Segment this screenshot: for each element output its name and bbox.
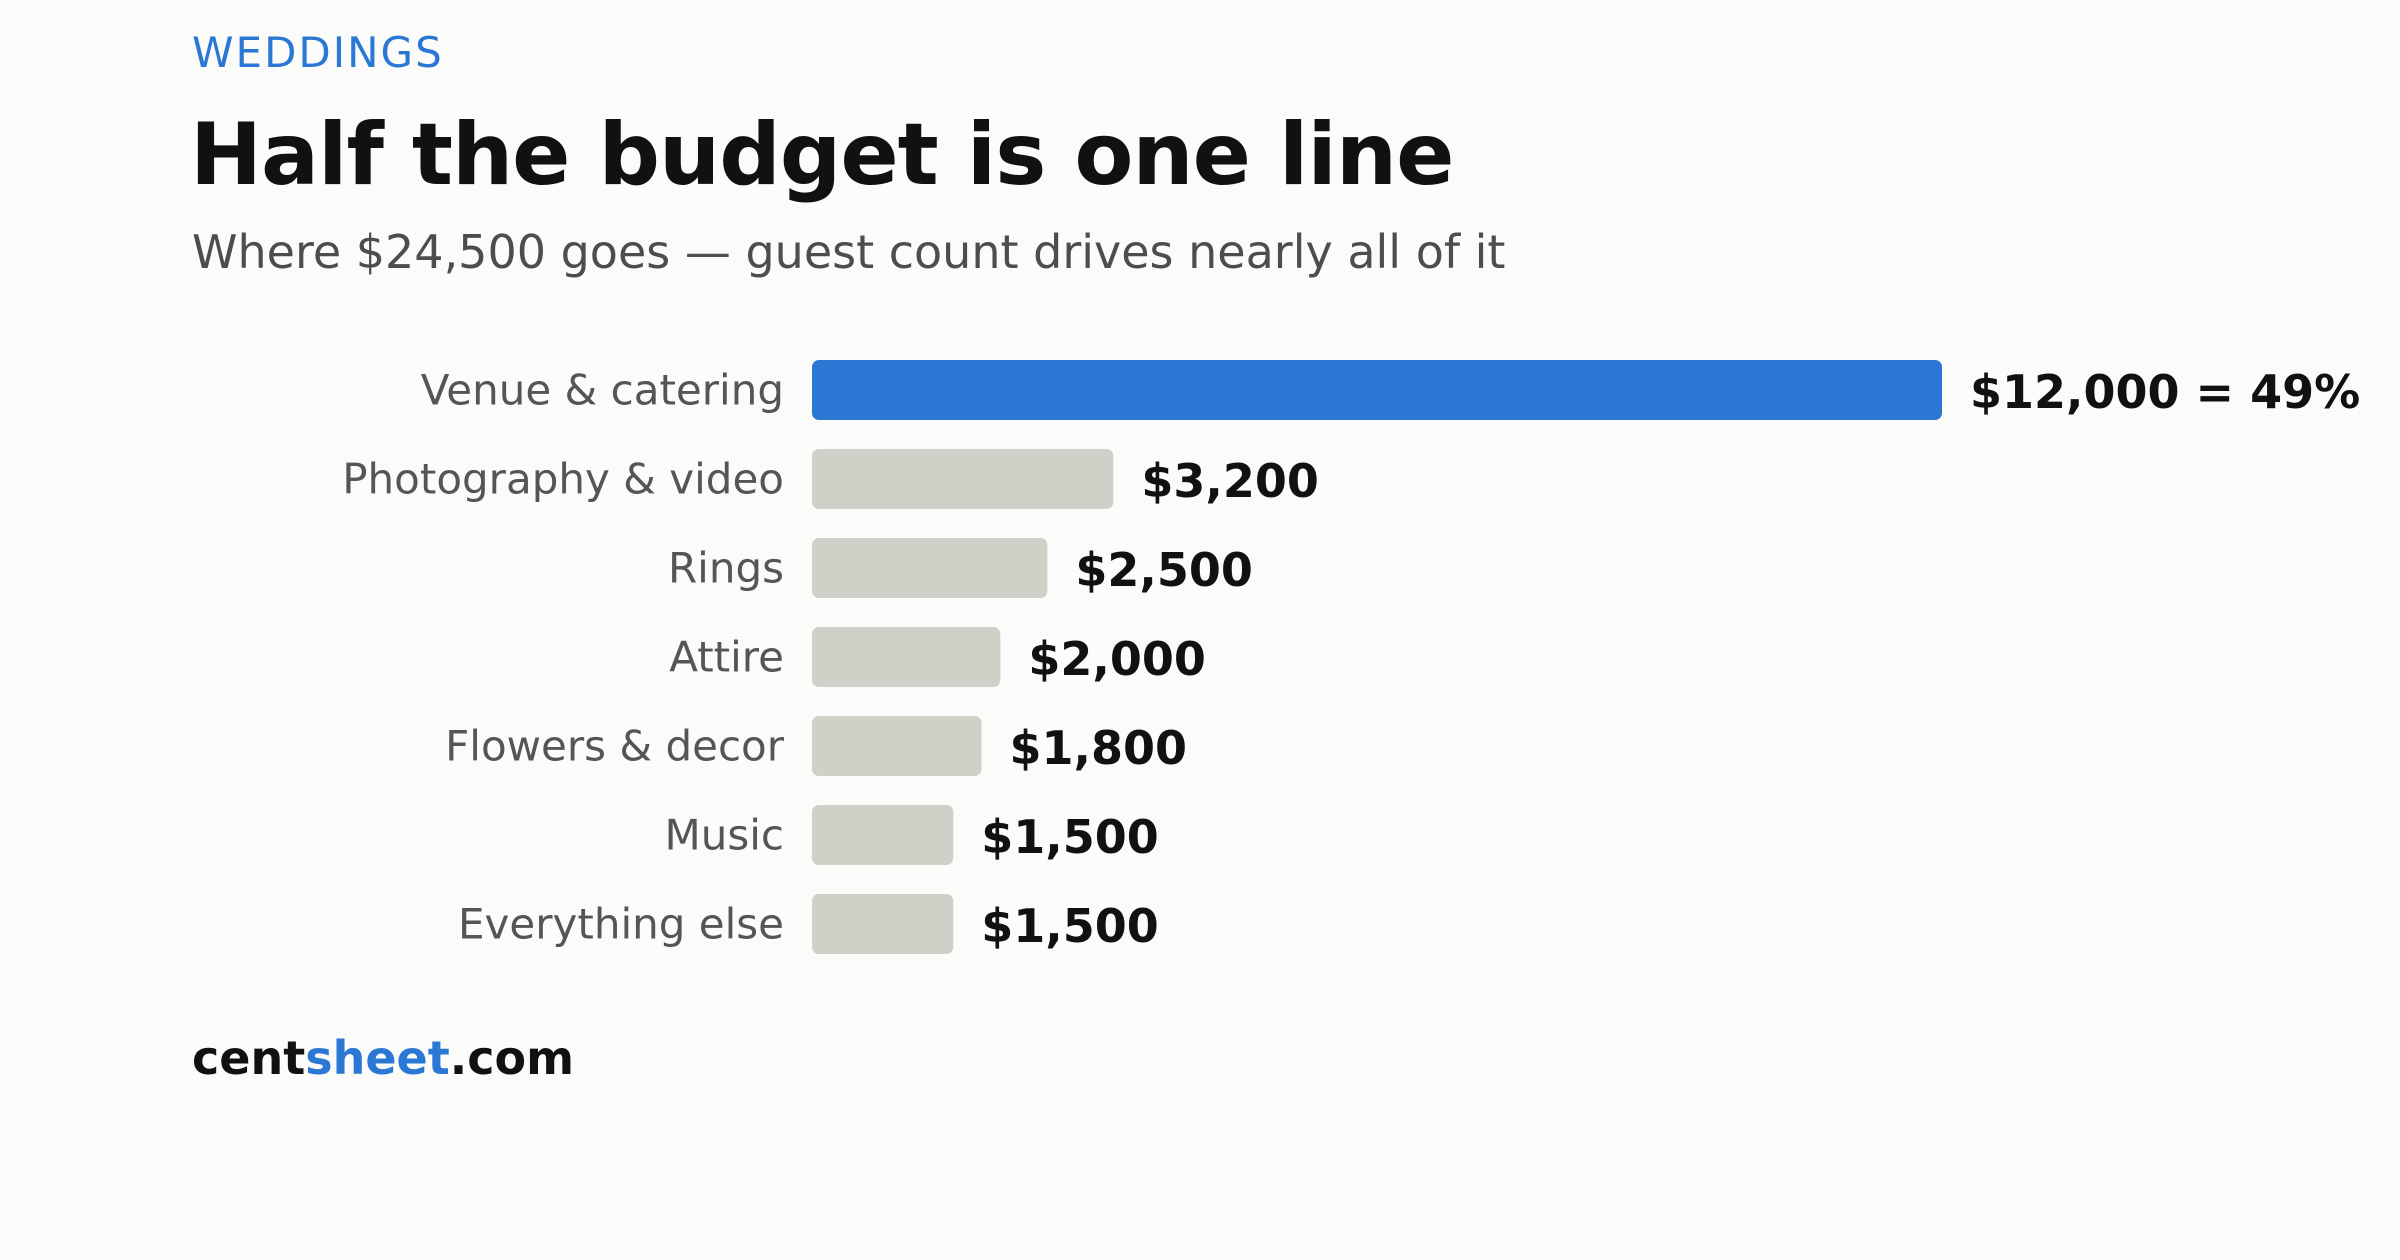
brand-part-cent: cent <box>192 1031 306 1085</box>
value-label: $3,200 <box>1141 454 1319 508</box>
value-label: $2,000 <box>1028 632 1206 686</box>
bar <box>812 894 954 954</box>
category-label: Venue & catering <box>421 366 784 415</box>
bar-chart: Venue & catering $12,000 = 49% Photography… <box>342 360 2360 954</box>
category-label: Music <box>665 811 785 860</box>
bar <box>812 716 982 776</box>
value-label: $12,000 = 49% <box>1970 365 2360 419</box>
bar <box>812 538 1048 598</box>
bar-highlight <box>812 360 1942 420</box>
category-label: Flowers & decor <box>445 722 785 771</box>
value-label: $1,500 <box>981 899 1159 953</box>
value-label: $1,800 <box>1010 721 1188 775</box>
brand-part-sheet: sheet <box>305 1031 450 1085</box>
brand-part-com: .com <box>449 1031 574 1085</box>
category-label: Photography & video <box>342 455 784 504</box>
category-label: Everything else <box>458 900 784 949</box>
bar <box>812 449 1114 509</box>
chart-kicker: WEDDINGS <box>192 28 444 77</box>
value-label: $1,500 <box>981 810 1159 864</box>
chart-subtitle: Where $24,500 goes — guest count drives … <box>192 225 1506 279</box>
brand-logo[interactable]: centsheet.com <box>192 1028 574 1088</box>
bar <box>812 805 954 865</box>
chart-title: Half the budget is one line <box>190 105 1454 205</box>
bar <box>812 627 1001 687</box>
category-label: Attire <box>669 633 784 682</box>
value-label: $2,500 <box>1075 543 1253 597</box>
category-label: Rings <box>668 544 784 593</box>
